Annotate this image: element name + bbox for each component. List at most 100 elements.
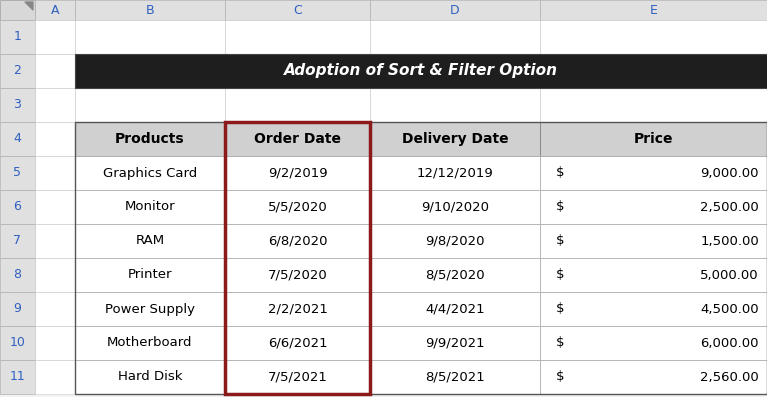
- Text: C: C: [293, 4, 302, 17]
- Bar: [0, 0, 35, 20]
- Bar: [0, 326, 35, 360]
- Bar: [370, 156, 540, 190]
- Bar: [370, 360, 540, 394]
- Text: D: D: [450, 4, 459, 17]
- Bar: [35, 326, 75, 360]
- Bar: [75, 88, 225, 122]
- Bar: [540, 122, 767, 156]
- Text: 6: 6: [14, 200, 21, 214]
- Text: 7/5/2021: 7/5/2021: [268, 370, 328, 384]
- Bar: [370, 258, 540, 292]
- Text: $: $: [556, 303, 565, 316]
- Bar: [225, 20, 370, 54]
- Bar: [75, 360, 225, 394]
- Text: $: $: [556, 235, 565, 247]
- Text: Products: Products: [115, 132, 185, 146]
- Text: Delivery Date: Delivery Date: [402, 132, 509, 146]
- Bar: [370, 54, 540, 88]
- Bar: [540, 88, 767, 122]
- Bar: [540, 190, 767, 224]
- Text: 2,500.00: 2,500.00: [700, 200, 759, 214]
- Bar: [370, 0, 540, 20]
- Bar: [540, 360, 767, 394]
- Bar: [35, 156, 75, 190]
- Bar: [75, 292, 225, 326]
- Bar: [35, 54, 75, 88]
- Bar: [225, 156, 370, 190]
- Bar: [75, 122, 225, 156]
- Bar: [540, 258, 767, 292]
- Bar: [540, 224, 767, 258]
- Bar: [225, 88, 370, 122]
- Bar: [35, 360, 75, 394]
- Bar: [35, 190, 75, 224]
- Bar: [0, 122, 35, 156]
- Bar: [370, 292, 540, 326]
- Bar: [540, 292, 767, 326]
- Bar: [0, 292, 35, 326]
- Text: E: E: [650, 4, 657, 17]
- Bar: [540, 20, 767, 54]
- Bar: [540, 156, 767, 190]
- Bar: [225, 360, 370, 394]
- Bar: [540, 54, 767, 88]
- Bar: [35, 224, 75, 258]
- Bar: [225, 122, 370, 156]
- Text: 6,000.00: 6,000.00: [700, 337, 759, 349]
- Bar: [225, 224, 370, 258]
- Bar: [75, 258, 225, 292]
- Bar: [225, 326, 370, 360]
- Bar: [370, 292, 540, 326]
- Text: Printer: Printer: [128, 268, 173, 281]
- Bar: [370, 122, 540, 156]
- Bar: [225, 224, 370, 258]
- Bar: [540, 326, 767, 360]
- Text: 8: 8: [14, 268, 21, 281]
- Text: 5: 5: [14, 166, 21, 179]
- Bar: [225, 122, 370, 394]
- Bar: [35, 0, 75, 20]
- Text: Price: Price: [634, 132, 673, 146]
- Bar: [75, 122, 225, 156]
- Bar: [0, 88, 35, 122]
- Text: 6/8/2020: 6/8/2020: [268, 235, 328, 247]
- Text: 2/2/2021: 2/2/2021: [268, 303, 328, 316]
- Bar: [225, 156, 370, 190]
- Bar: [75, 190, 225, 224]
- Text: Adoption of Sort & Filter Option: Adoption of Sort & Filter Option: [284, 64, 558, 79]
- Text: 2: 2: [14, 64, 21, 77]
- Bar: [540, 0, 767, 20]
- Text: 5/5/2020: 5/5/2020: [268, 200, 328, 214]
- Text: 4/4/2021: 4/4/2021: [425, 303, 485, 316]
- Bar: [75, 156, 225, 190]
- Bar: [225, 360, 370, 394]
- Text: 3: 3: [14, 98, 21, 112]
- Bar: [540, 258, 767, 292]
- Text: A: A: [51, 4, 59, 17]
- Bar: [0, 258, 35, 292]
- Text: 9/9/2021: 9/9/2021: [425, 337, 485, 349]
- Bar: [0, 54, 35, 88]
- Bar: [75, 292, 225, 326]
- Text: 7/5/2020: 7/5/2020: [268, 268, 328, 281]
- Bar: [75, 224, 225, 258]
- Bar: [225, 292, 370, 326]
- Text: 7: 7: [14, 235, 21, 247]
- Bar: [540, 292, 767, 326]
- Bar: [35, 292, 75, 326]
- Text: 9: 9: [14, 303, 21, 316]
- Bar: [225, 190, 370, 224]
- Bar: [75, 190, 225, 224]
- Text: Power Supply: Power Supply: [105, 303, 195, 316]
- Text: 2,560.00: 2,560.00: [700, 370, 759, 384]
- Bar: [75, 156, 225, 190]
- Text: $: $: [556, 268, 565, 281]
- Bar: [370, 258, 540, 292]
- Bar: [0, 156, 35, 190]
- Bar: [225, 0, 370, 20]
- Bar: [35, 122, 75, 156]
- Text: 9,000.00: 9,000.00: [700, 166, 759, 179]
- Bar: [75, 326, 225, 360]
- Bar: [225, 326, 370, 360]
- Text: 8/5/2020: 8/5/2020: [425, 268, 485, 281]
